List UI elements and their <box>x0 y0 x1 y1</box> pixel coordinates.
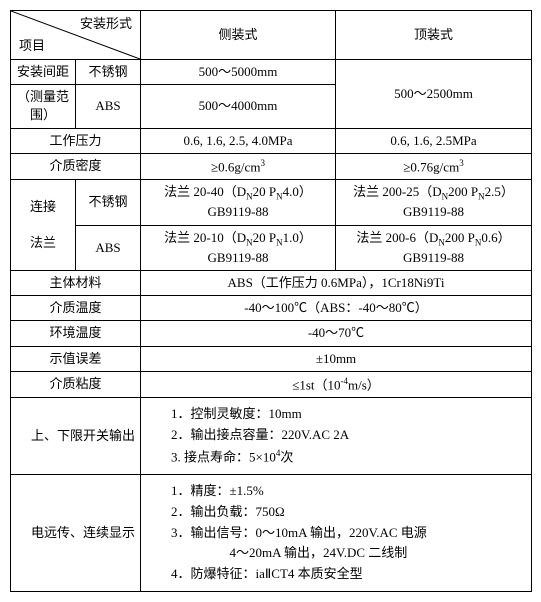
spec-table: 安装形式 项目 侧装式 顶装式 安装间距 不锈钢 500～5000mm 500～… <box>10 10 532 592</box>
remote-label: 电远传、连续显示 <box>11 475 141 592</box>
err-val: ±10mm <box>141 346 532 371</box>
install-dist-label: 安装间距 <box>11 60 76 85</box>
abs-side-val: 500～4000mm <box>141 85 336 128</box>
switch-content: 1．控制灵敏度：10mm 2．输出接点容量：220V.AC 2A 3. 接点寿命… <box>141 398 532 475</box>
work-pressure-top: 0.6, 1.6, 2.5MPa <box>336 128 532 153</box>
flange-ss-top: 法兰 200-25（DN200 PN2.5）GB9119-88 <box>336 180 532 225</box>
flange-ss-side: 法兰 20-40（DN20 PN4.0）GB9119-88 <box>141 180 336 225</box>
row-work-pressure: 工作压力 0.6, 1.6, 2.5, 4.0MPa 0.6, 1.6, 2.5… <box>11 128 532 153</box>
flange-abs-top: 法兰 200-6（DN200 PN0.6）GB9119-88 <box>336 225 532 270</box>
med-temp-label: 介质温度 <box>11 296 141 321</box>
row-density: 介质密度 ≥0.6g/cm3 ≥0.76g/cm3 <box>11 153 532 180</box>
work-pressure-label: 工作压力 <box>11 128 141 153</box>
header-row: 安装形式 项目 侧装式 顶装式 <box>11 11 532 60</box>
ss-label: 不锈钢 <box>76 60 141 85</box>
body-mat-val: ABS（工作压力 0.6MPa），1Cr18Ni9Ti <box>141 271 532 296</box>
row-install-ss: 安装间距 不锈钢 500～5000mm 500～2500mm <box>11 60 532 85</box>
diagonal-header: 安装形式 项目 <box>11 11 141 60</box>
err-label: 示值误差 <box>11 346 141 371</box>
switch-label: 上、下限开关输出 <box>11 398 141 475</box>
col-top-mount: 顶装式 <box>336 11 532 60</box>
visc-label: 介质粘度 <box>11 371 141 398</box>
row-body-material: 主体材料 ABS（工作压力 0.6MPa），1Cr18Ni9Ti <box>11 271 532 296</box>
header-install-type: 安装形式 <box>80 15 132 33</box>
flange-label: 连接法兰 <box>11 180 76 271</box>
measure-range-label: （测量范围） <box>11 85 76 128</box>
body-mat-label: 主体材料 <box>11 271 141 296</box>
env-temp-label: 环境温度 <box>11 321 141 346</box>
row-flange-ss: 连接法兰 不锈钢 法兰 20-40（DN20 PN4.0）GB9119-88 法… <box>11 180 532 225</box>
work-pressure-side: 0.6, 1.6, 2.5, 4.0MPa <box>141 128 336 153</box>
row-viscosity: 介质粘度 ≤1st（10-4m/s） <box>11 371 532 398</box>
col-side-mount: 侧装式 <box>141 11 336 60</box>
flange-abs-label: ABS <box>76 225 141 270</box>
env-temp-val: -40～70℃ <box>141 321 532 346</box>
ss-side-val: 500～5000mm <box>141 60 336 85</box>
med-temp-val: -40～100℃（ABS：-40～80℃） <box>141 296 532 321</box>
dist-top-val: 500～2500mm <box>336 60 532 129</box>
row-error: 示值误差 ±10mm <box>11 346 532 371</box>
header-item: 项目 <box>19 37 45 55</box>
remote-content: 1．精度：±1.5% 2．输出负载：750Ω 3．输出信号：0～10mA 输出，… <box>141 475 532 592</box>
density-label: 介质密度 <box>11 153 141 180</box>
abs-label: ABS <box>76 85 141 128</box>
row-medium-temp: 介质温度 -40～100℃（ABS：-40～80℃） <box>11 296 532 321</box>
density-top: ≥0.76g/cm3 <box>336 153 532 180</box>
row-switch-output: 上、下限开关输出 1．控制灵敏度：10mm 2．输出接点容量：220V.AC 2… <box>11 398 532 475</box>
flange-abs-side: 法兰 20-10（DN20 PN1.0）GB9119-88 <box>141 225 336 270</box>
row-remote-display: 电远传、连续显示 1．精度：±1.5% 2．输出负载：750Ω 3．输出信号：0… <box>11 475 532 592</box>
flange-ss-label: 不锈钢 <box>76 180 141 225</box>
density-side: ≥0.6g/cm3 <box>141 153 336 180</box>
row-env-temp: 环境温度 -40～70℃ <box>11 321 532 346</box>
row-flange-abs: ABS 法兰 20-10（DN20 PN1.0）GB9119-88 法兰 200… <box>11 225 532 270</box>
visc-val: ≤1st（10-4m/s） <box>141 371 532 398</box>
